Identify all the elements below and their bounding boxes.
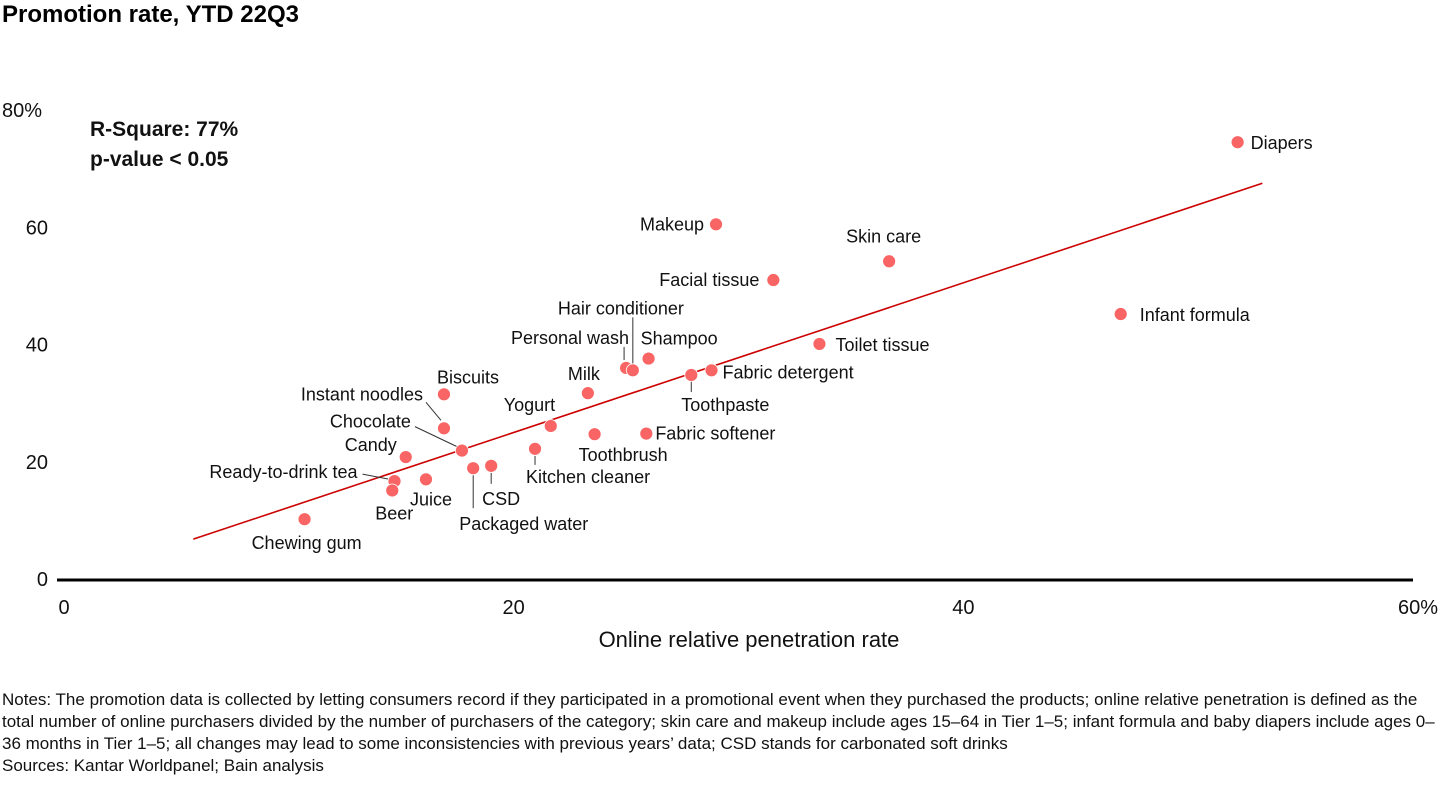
point-labels: Chewing gum Ready-to-drink tea Beer Candy Ju… xyxy=(209,133,1312,553)
data-point-skin-care xyxy=(882,254,897,269)
leader-line-chocolate xyxy=(414,426,458,448)
point-label-hair-conditioner: Hair conditioner xyxy=(558,298,684,318)
data-point-diapers xyxy=(1230,135,1245,150)
x-tick-label: 60% xyxy=(1398,597,1438,619)
x-axis-ticks: 0 20 40 60% xyxy=(58,597,1438,619)
data-point-shampoo xyxy=(641,351,656,366)
x-axis-title: Online relative penetration rate xyxy=(599,627,900,652)
point-label-beer: Beer xyxy=(375,503,413,523)
data-point-makeup xyxy=(709,217,723,232)
notes-text: Notes: The promotion data is collected b… xyxy=(2,690,1435,753)
point-label-milk: Milk xyxy=(568,364,601,384)
chart-title: Promotion rate, YTD 22Q3 xyxy=(2,1,299,28)
point-label-packaged-water: Packaged water xyxy=(459,514,588,534)
point-label-juice: Juice xyxy=(410,489,452,509)
x-tick-label: 0 xyxy=(58,597,69,619)
point-label-csd: CSD xyxy=(482,489,520,509)
point-label-kitchen-cleaner: Kitchen cleaner xyxy=(526,467,650,487)
data-point-packaged-water xyxy=(466,461,481,476)
leader-lines xyxy=(362,317,692,509)
x-tick-label: 40 xyxy=(952,597,974,619)
sources-text: Sources: Kantar Worldpanel; Bain analysi… xyxy=(2,756,324,775)
data-point-kitchen-cleaner xyxy=(528,441,542,456)
y-tick-label: 40 xyxy=(26,335,48,357)
data-point-chocolate xyxy=(455,443,469,458)
data-point-juice xyxy=(419,472,433,487)
data-point-hair-conditioner xyxy=(625,363,640,378)
leader-line-instant-noodles xyxy=(425,402,442,421)
data-point-instant-noodles xyxy=(437,421,451,436)
point-label-toothbrush: Toothbrush xyxy=(579,445,668,465)
y-axis-ticks: 0 20 40 60 80% xyxy=(2,100,48,591)
point-label-diapers: Diapers xyxy=(1251,133,1313,153)
data-point-toothpaste xyxy=(684,368,699,382)
point-label-toothpaste: Toothpaste xyxy=(681,395,769,415)
point-label-facial-tissue: Facial tissue xyxy=(659,270,759,290)
scatter-chart: 0 20 40 60 80% 0 20 40 60% Chewing gum Ready-to-… xyxy=(2,100,1438,652)
point-label-fabric-detergent: Fabric detergent xyxy=(723,362,854,382)
trend-line xyxy=(193,182,1263,540)
data-point-milk xyxy=(580,386,595,401)
point-label-chewing-gum: Chewing gum xyxy=(252,533,362,553)
data-point-csd xyxy=(484,458,499,473)
point-label-toilet-tissue: Toilet tissue xyxy=(835,335,929,355)
data-point-beer xyxy=(385,483,400,498)
x-tick-label: 20 xyxy=(503,597,525,619)
point-label-personal-wash: Personal wash xyxy=(511,328,629,348)
data-point-candy xyxy=(398,450,413,464)
point-label-yogurt: Yogurt xyxy=(504,395,555,415)
data-point-toilet-tissue xyxy=(812,337,827,351)
point-label-candy: Candy xyxy=(345,435,397,455)
data-point-fabric-softener xyxy=(639,426,654,441)
point-label-infant-formula: Infant formula xyxy=(1140,305,1251,325)
y-tick-label: 60 xyxy=(26,217,48,239)
point-label-chocolate: Chocolate xyxy=(330,412,411,432)
p-value-annotation: p-value < 0.05 xyxy=(90,148,229,171)
y-tick-label: 20 xyxy=(26,452,48,474)
data-point-fabric-detergent xyxy=(704,363,719,378)
data-point-toothbrush xyxy=(587,427,602,442)
data-point-biscuits xyxy=(437,387,451,402)
r-square-annotation: R-Square: 77% xyxy=(90,118,239,141)
data-point-infant-formula xyxy=(1113,307,1128,321)
leader-line-ready-to-drink-tea xyxy=(362,473,389,480)
y-tick-label: 80% xyxy=(2,100,42,122)
point-label-instant-noodles: Instant noodles xyxy=(301,384,423,404)
point-label-fabric-softener: Fabric softener xyxy=(655,424,775,444)
data-point-yogurt xyxy=(543,419,558,433)
point-label-skin-care: Skin care xyxy=(846,226,921,246)
data-point-chewing-gum xyxy=(297,512,312,527)
footnotes: Notes: The promotion data is collected b… xyxy=(2,689,1438,777)
point-label-makeup: Makeup xyxy=(640,214,704,234)
point-label-shampoo: Shampoo xyxy=(641,329,718,349)
y-tick-label: 0 xyxy=(37,569,48,591)
data-point-facial-tissue xyxy=(766,273,781,287)
point-label-biscuits: Biscuits xyxy=(437,367,499,387)
point-label-ready-to-drink-tea: Ready-to-drink tea xyxy=(209,462,358,482)
data-points xyxy=(297,135,1245,527)
